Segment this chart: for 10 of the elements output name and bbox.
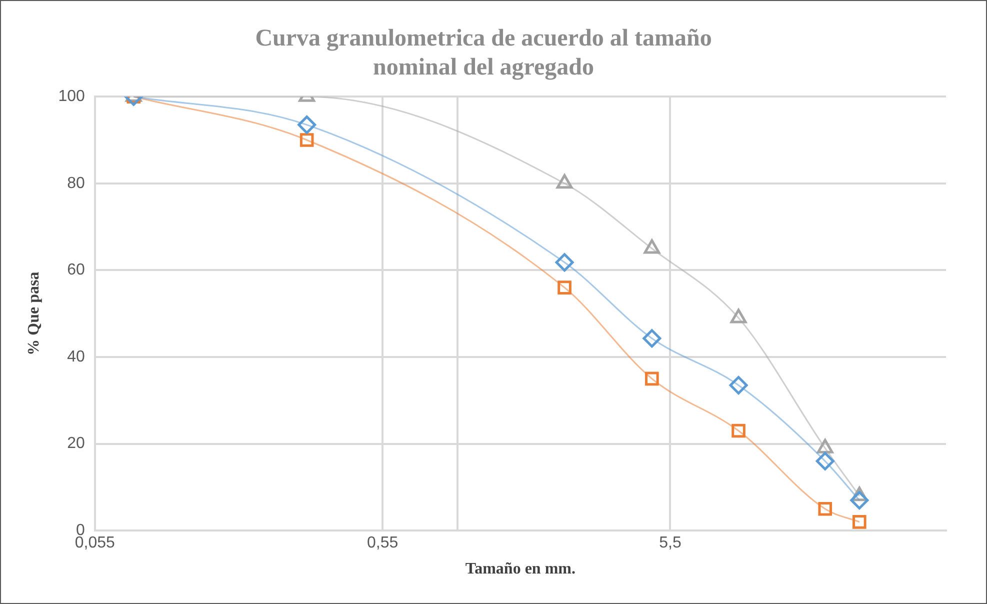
y-axis-title: % Que pasa xyxy=(26,272,43,356)
y-tick-label: 20 xyxy=(67,435,85,452)
y-tick-label: 80 xyxy=(67,174,85,192)
chart-title: Curva granulometrica de acuerdo al tamaño nominal del agregado xyxy=(255,26,712,80)
x-tick-label: 0,55 xyxy=(366,534,398,552)
y-tick-label: 60 xyxy=(67,262,85,279)
x-tick-label: 5,5 xyxy=(659,534,682,552)
y-tick-label: 40 xyxy=(67,348,85,366)
x-axis-title: Tamaño en mm. xyxy=(465,560,576,578)
y-tick-label: 100 xyxy=(58,88,85,106)
